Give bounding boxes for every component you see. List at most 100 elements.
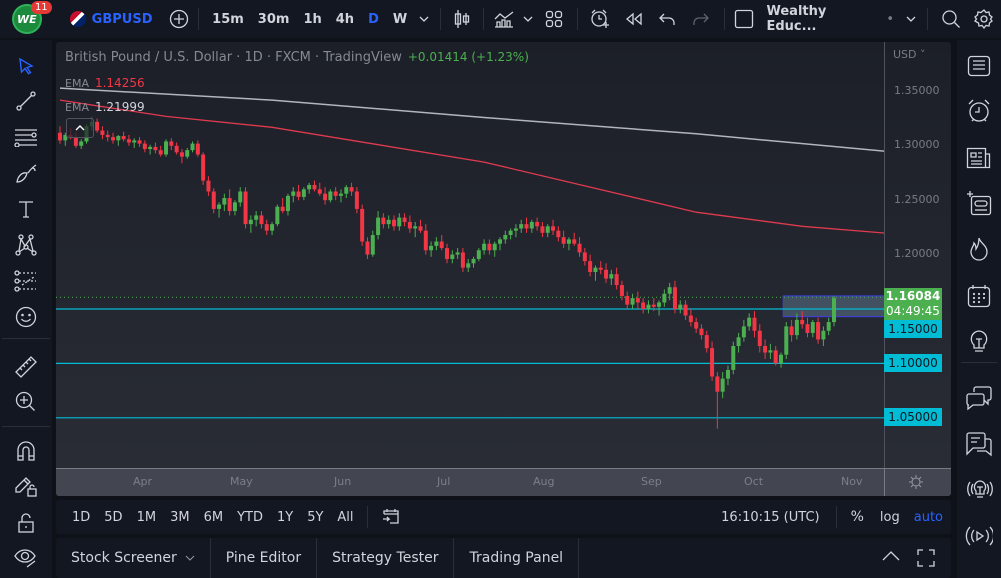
tab-pine-editor[interactable]: Pine Editor: [211, 538, 318, 578]
sun-settings-icon: [909, 475, 923, 489]
compare-add-symbol-button[interactable]: [167, 0, 193, 38]
range-all[interactable]: All: [337, 509, 354, 525]
live-stream-button[interactable]: [965, 522, 993, 550]
axis-divider: [884, 469, 885, 496]
prediction-tool[interactable]: [13, 268, 39, 294]
undo-button[interactable]: [651, 0, 685, 38]
news-button[interactable]: [965, 144, 993, 172]
symbol-search-button[interactable]: GBPUSD: [69, 11, 153, 27]
streams-button[interactable]: [965, 476, 993, 504]
ema-label: EMA: [65, 77, 89, 90]
create-alert-button[interactable]: [584, 0, 618, 38]
range-1y[interactable]: 1Y: [276, 509, 294, 525]
timeframe-4h[interactable]: 4h: [335, 11, 355, 27]
tab-trading-panel[interactable]: Trading Panel: [454, 538, 580, 578]
replay-button[interactable]: [617, 0, 651, 38]
measure-tool[interactable]: [13, 354, 39, 380]
collapse-legend-button[interactable]: [66, 118, 94, 138]
timeframe-w[interactable]: W: [392, 11, 408, 27]
timeframe-15m[interactable]: 15m: [212, 11, 244, 27]
text-tool[interactable]: [13, 196, 39, 222]
ema-slow-line[interactable]: [59, 87, 884, 232]
divider: [2, 338, 50, 339]
add-to-list-button[interactable]: [965, 189, 993, 217]
newspaper-icon: [966, 147, 991, 169]
fib-tool[interactable]: [13, 124, 39, 150]
percent-scale-toggle[interactable]: %: [850, 509, 864, 525]
trend-line-tool[interactable]: [13, 88, 39, 114]
smiley-icon: [15, 306, 37, 328]
chart-settings-button[interactable]: [908, 474, 924, 490]
log-scale-toggle[interactable]: log: [879, 509, 900, 525]
brush-tool[interactable]: [13, 160, 39, 186]
hotlists-button[interactable]: [965, 235, 993, 263]
range-1m[interactable]: 1M: [136, 509, 157, 525]
alerts-button[interactable]: [965, 97, 993, 125]
watchlist-button[interactable]: [965, 52, 993, 80]
range-3m[interactable]: 3M: [170, 509, 190, 525]
range-5y[interactable]: 5Y: [307, 509, 324, 525]
time-axis[interactable]: Apr May Jun Jul Aug Sep Oct Nov: [56, 468, 951, 496]
timeframe-d[interactable]: D: [368, 11, 379, 27]
magnet-tool[interactable]: [13, 438, 39, 464]
utc-clock[interactable]: 16:10:15 (UTC): [721, 509, 820, 525]
settings-button[interactable]: [967, 0, 1001, 38]
user-avatar[interactable]: WE 11: [12, 1, 52, 34]
auto-scale-toggle[interactable]: auto: [913, 509, 943, 525]
timeframe-dropdown[interactable]: [414, 0, 434, 38]
add-list-icon: [967, 191, 992, 216]
unsaved-dot: •: [886, 11, 895, 27]
timeframe-1h[interactable]: 1h: [303, 11, 322, 27]
ema-value: 1.14256: [94, 76, 145, 90]
layout-toggle[interactable]: [731, 0, 757, 38]
tab-stock-screener[interactable]: Stock Screener: [56, 538, 211, 578]
pattern-tool[interactable]: [13, 232, 39, 258]
eye-icon: [14, 549, 36, 568]
chats-button[interactable]: [965, 384, 993, 412]
range-6m[interactable]: 6M: [203, 509, 224, 525]
time-tick: Jul: [437, 475, 451, 488]
chevron-down-icon: [906, 16, 916, 22]
price-tick: 1.20000: [894, 247, 940, 260]
tab-strategy-tester[interactable]: Strategy Tester: [317, 538, 455, 578]
calendar-button[interactable]: [965, 282, 993, 310]
chat-bubbles-icon: [966, 386, 992, 411]
price-change: +0.01414 (+1.23%): [407, 50, 529, 64]
messages-button[interactable]: [965, 430, 993, 458]
calendar-goto-icon: [382, 509, 399, 524]
ideas-button[interactable]: [965, 328, 993, 356]
templates-button[interactable]: [537, 0, 571, 38]
price-chart-canvas[interactable]: [56, 42, 884, 468]
currency-selector[interactable]: USD ˅: [893, 48, 926, 61]
range-1d[interactable]: 1D: [72, 509, 91, 525]
redo-button[interactable]: [684, 0, 718, 38]
chart-type-button[interactable]: [447, 0, 477, 38]
divider: [366, 506, 368, 528]
ema-slow-legend[interactable]: EMA 1.21999: [65, 100, 145, 114]
go-to-date-button[interactable]: [374, 508, 408, 526]
calendar-icon: [967, 285, 991, 308]
unlock-icon: [18, 513, 34, 533]
lock-drawings-tool[interactable]: [13, 473, 39, 499]
ema-fast-line[interactable]: [59, 99, 884, 311]
range-5d[interactable]: 5D: [104, 509, 123, 525]
maximize-panel-button[interactable]: [917, 549, 935, 567]
hide-drawings-tool[interactable]: [13, 544, 39, 570]
ema-fast-legend[interactable]: EMA 1.14256: [65, 76, 145, 90]
range-ytd[interactable]: YTD: [237, 509, 263, 525]
layout-name[interactable]: Wealthy Educ...: [766, 4, 827, 34]
chart-pane[interactable]: British Pound / U.S. Dollar · 1D · FXCM …: [56, 42, 951, 496]
lock-all-tool[interactable]: [13, 510, 39, 536]
indicators-button[interactable]: [490, 0, 520, 38]
timeframe-30m[interactable]: 30m: [257, 11, 290, 27]
date-range-bar: 1D 5D 1M 3M 6M YTD 1Y 5Y All 16:10:15 (U…: [56, 500, 951, 534]
time-tick: May: [230, 475, 253, 488]
cursor-tool[interactable]: [13, 53, 39, 79]
search-button[interactable]: [934, 0, 968, 38]
price-axis[interactable]: USD ˅ 1.35000 1.30000 1.25000 1.20000: [884, 42, 951, 468]
zoom-in-tool[interactable]: [13, 389, 39, 415]
expand-panel-button[interactable]: [881, 550, 901, 562]
icons-tool[interactable]: [13, 304, 39, 330]
indicators-dropdown[interactable]: [519, 0, 537, 38]
layout-dropdown[interactable]: [901, 0, 921, 38]
